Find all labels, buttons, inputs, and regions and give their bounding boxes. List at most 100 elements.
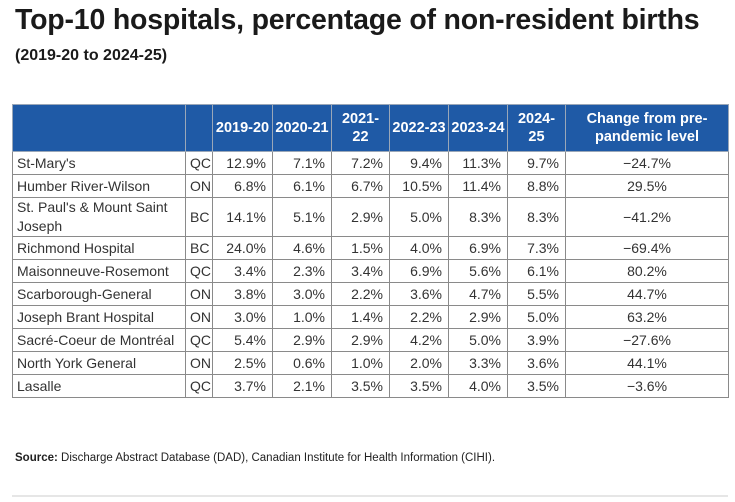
percentage-cell: 2.2% xyxy=(331,282,390,306)
column-header: 2020-21 xyxy=(272,104,332,152)
percentage-cell: 3.4% xyxy=(331,259,390,283)
province-cell: ON xyxy=(185,282,213,306)
percentage-cell: 3.8% xyxy=(212,282,273,306)
percentage-cell: 1.5% xyxy=(331,236,390,260)
percentage-cell: 6.1% xyxy=(507,259,566,283)
column-header: 2019-20 xyxy=(212,104,273,152)
hospital-name-cell: Scarborough-General xyxy=(12,282,186,306)
table-header-row: 2019-20 2020-21 2021-22 2022-23 2023-24 … xyxy=(12,104,729,152)
province-cell: BC xyxy=(185,197,213,237)
percentage-cell: 3.5% xyxy=(507,374,566,398)
table-row: Maisonneuve-Rosemont QC 3.4% 2.3% 3.4% 6.9% 5.… xyxy=(12,259,729,283)
percentage-cell: 5.0% xyxy=(448,328,508,352)
province-cell: QC xyxy=(185,328,213,352)
percentage-cell: 3.3% xyxy=(448,351,508,375)
header-blank-cell xyxy=(185,104,213,152)
percentage-cell: 0.6% xyxy=(272,351,332,375)
table-row: North York General ON 2.5% 0.6% 1.0% 2.0% 3.3%… xyxy=(12,351,729,375)
source-text: Discharge Abstract Database (DAD), Canad… xyxy=(57,452,496,464)
source-note: Source: Discharge Abstract Database (DAD… xyxy=(15,452,495,464)
province-cell: ON xyxy=(185,351,213,375)
percentage-cell: 6.9% xyxy=(448,236,508,260)
percentage-cell: 3.5% xyxy=(331,374,390,398)
percentage-cell: 2.9% xyxy=(272,328,332,352)
column-header: 2023-24 xyxy=(448,104,508,152)
page-subtitle: (2019-20 to 2024-25) xyxy=(15,47,168,64)
percentage-cell: 5.4% xyxy=(212,328,273,352)
percentage-cell: 6.8% xyxy=(212,174,273,198)
percentage-cell: 1.0% xyxy=(272,305,332,329)
hospital-name-cell: Joseph Brant Hospital xyxy=(12,305,186,329)
change-cell: 63.2% xyxy=(565,305,729,329)
percentage-cell: 14.1% xyxy=(212,197,273,237)
province-cell: ON xyxy=(185,305,213,329)
percentage-cell: 1.4% xyxy=(331,305,390,329)
province-cell: QC xyxy=(185,259,213,283)
percentage-cell: 9.7% xyxy=(507,151,566,175)
change-cell: −27.6% xyxy=(565,328,729,352)
percentage-cell: 8.3% xyxy=(448,197,508,237)
percentage-cell: 2.5% xyxy=(212,351,273,375)
table-row: Richmond Hospital BC 24.0% 4.6% 1.5% 4.0% 6.9%… xyxy=(12,236,729,260)
hospital-name-cell: Maisonneuve-Rosemont xyxy=(12,259,186,283)
percentage-cell: 5.6% xyxy=(448,259,508,283)
column-header: Change from pre-pandemic level xyxy=(565,104,729,152)
percentage-cell: 4.6% xyxy=(272,236,332,260)
percentage-cell: 2.9% xyxy=(331,197,390,237)
percentage-cell: 3.9% xyxy=(507,328,566,352)
table-row: Joseph Brant Hospital ON 3.0% 1.0% 1.4% 2.2% 2… xyxy=(12,305,729,329)
change-cell: 29.5% xyxy=(565,174,729,198)
percentage-cell: 5.0% xyxy=(389,197,449,237)
percentage-cell: 2.2% xyxy=(389,305,449,329)
percentage-cell: 5.0% xyxy=(507,305,566,329)
percentage-cell: 5.1% xyxy=(272,197,332,237)
percentage-cell: 11.4% xyxy=(448,174,508,198)
percentage-cell: 4.2% xyxy=(389,328,449,352)
percentage-cell: 12.9% xyxy=(212,151,273,175)
percentage-cell: 3.7% xyxy=(212,374,273,398)
percentage-cell: 24.0% xyxy=(212,236,273,260)
change-cell: 80.2% xyxy=(565,259,729,283)
change-cell: −41.2% xyxy=(565,197,729,237)
percentage-cell: 3.5% xyxy=(389,374,449,398)
province-cell: ON xyxy=(185,174,213,198)
change-cell: −3.6% xyxy=(565,374,729,398)
table-row: Scarborough-General ON 3.8% 3.0% 2.2% 3.6% 4.7… xyxy=(12,282,729,306)
percentage-cell: 9.4% xyxy=(389,151,449,175)
table-row: St-Mary's QC 12.9% 7.1% 7.2% 9.4% 11.3% 9.7% −24… xyxy=(12,151,729,175)
table-row: Humber River-Wilson ON 6.8% 6.1% 6.7% 10.5% 11… xyxy=(12,174,729,198)
percentage-cell: 8.3% xyxy=(507,197,566,237)
hospital-name-cell: Richmond Hospital xyxy=(12,236,186,260)
percentage-cell: 3.0% xyxy=(212,305,273,329)
change-cell: −24.7% xyxy=(565,151,729,175)
province-cell: BC xyxy=(185,236,213,260)
percentage-cell: 4.0% xyxy=(389,236,449,260)
percentage-cell: 6.9% xyxy=(389,259,449,283)
table-row: St. Paul's & Mount Saint Joseph BC 14.1% 5.… xyxy=(12,197,729,237)
hospital-name-cell: St-Mary's xyxy=(12,151,186,175)
column-header: 2021-22 xyxy=(331,104,390,152)
header-blank-cell xyxy=(12,104,186,152)
table-row: Lasalle QC 3.7% 2.1% 3.5% 3.5% 4.0% 3.5% −3.6% xyxy=(12,374,729,398)
table-body: St-Mary's QC 12.9% 7.1% 7.2% 9.4% 11.3% 9.7% −24… xyxy=(12,151,729,398)
hospital-name-cell: St. Paul's & Mount Saint Joseph xyxy=(12,197,186,237)
percentage-cell: 3.6% xyxy=(507,351,566,375)
percentage-cell: 7.3% xyxy=(507,236,566,260)
percentage-cell: 4.7% xyxy=(448,282,508,306)
page-title: Top-10 hospitals, percentage of non-resi… xyxy=(15,4,700,36)
change-cell: 44.7% xyxy=(565,282,729,306)
hospital-name-cell: Humber River-Wilson xyxy=(12,174,186,198)
percentage-cell: 7.1% xyxy=(272,151,332,175)
change-cell: −69.4% xyxy=(565,236,729,260)
percentage-cell: 11.3% xyxy=(448,151,508,175)
percentage-cell: 6.1% xyxy=(272,174,332,198)
percentage-cell: 2.9% xyxy=(331,328,390,352)
column-header: 2022-23 xyxy=(389,104,449,152)
percentage-cell: 3.0% xyxy=(272,282,332,306)
percentage-cell: 2.3% xyxy=(272,259,332,283)
percentage-cell: 4.0% xyxy=(448,374,508,398)
source-label: Source: xyxy=(15,452,58,464)
change-cell: 44.1% xyxy=(565,351,729,375)
percentage-cell: 3.4% xyxy=(212,259,273,283)
hospital-table: 2019-20 2020-21 2021-22 2022-23 2023-24 … xyxy=(12,104,729,398)
